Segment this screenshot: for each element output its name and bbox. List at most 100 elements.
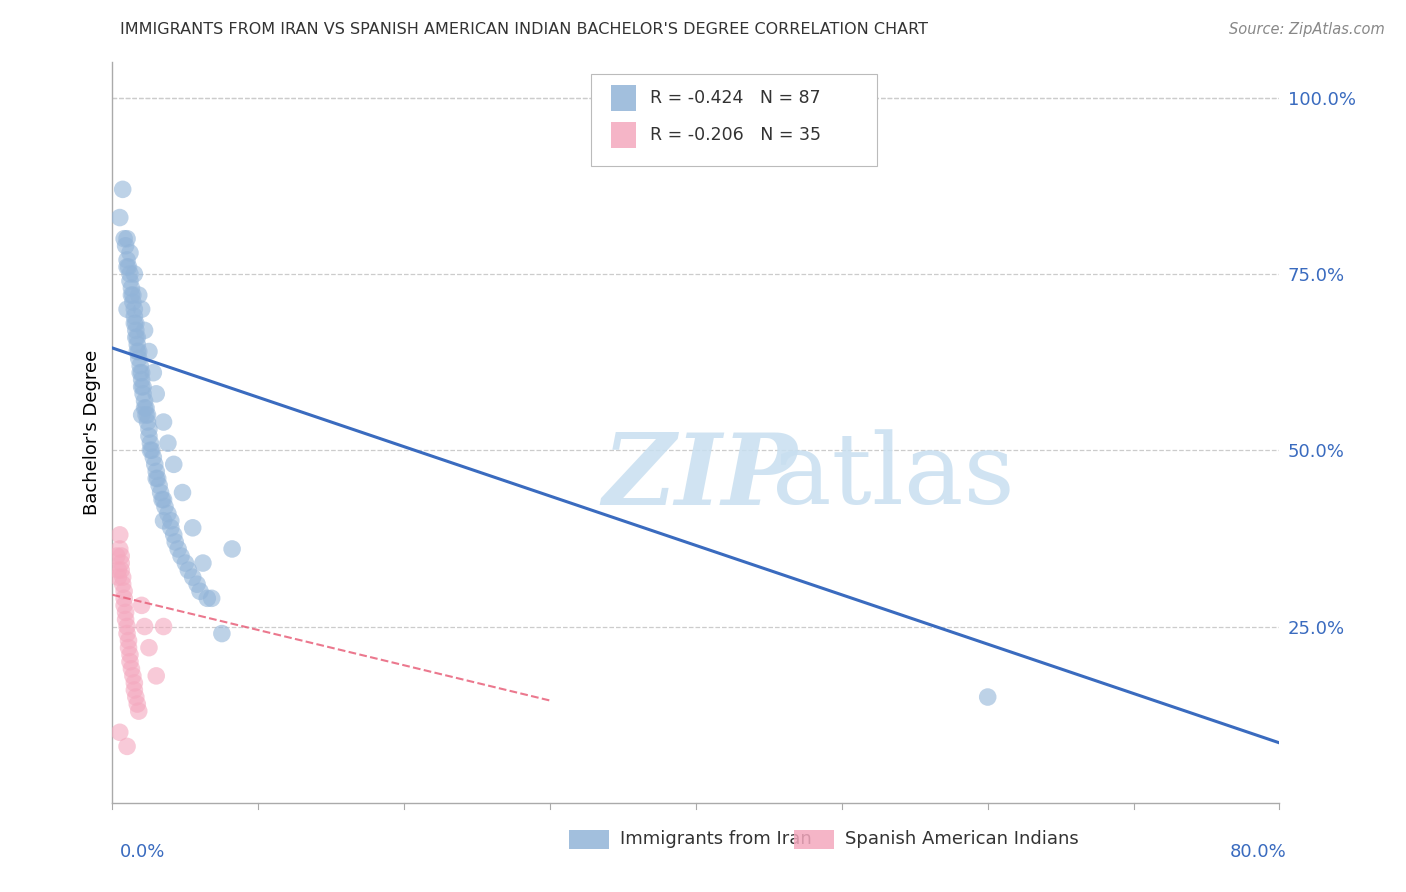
Point <box>110 563 132 577</box>
Text: atlas: atlas <box>772 429 1015 524</box>
Text: 0.0%: 0.0% <box>120 843 165 861</box>
Point <box>135 408 157 422</box>
Point <box>136 408 159 422</box>
Point <box>128 351 150 366</box>
Text: R = -0.206   N = 35: R = -0.206 N = 35 <box>651 126 821 144</box>
Point <box>124 310 146 324</box>
Point <box>115 232 138 246</box>
Point <box>143 458 166 472</box>
Point <box>131 408 153 422</box>
Point <box>134 393 156 408</box>
Point <box>124 267 146 281</box>
Point <box>138 422 160 436</box>
Point <box>132 387 155 401</box>
Point <box>108 725 131 739</box>
Point <box>201 591 224 606</box>
FancyBboxPatch shape <box>610 121 637 147</box>
Point <box>127 697 149 711</box>
Point <box>115 626 138 640</box>
Point <box>124 683 146 698</box>
Point <box>115 739 138 754</box>
Text: R = -0.424   N = 87: R = -0.424 N = 87 <box>651 88 821 107</box>
Point <box>135 401 157 415</box>
Point <box>115 302 138 317</box>
Point <box>112 591 135 606</box>
Point <box>142 450 165 465</box>
Point <box>152 619 174 633</box>
Point <box>211 626 233 640</box>
Point <box>149 485 172 500</box>
Point <box>127 330 149 344</box>
Point <box>127 344 149 359</box>
Point <box>146 471 169 485</box>
Text: IMMIGRANTS FROM IRAN VS SPANISH AMERICAN INDIAN BACHELOR'S DEGREE CORRELATION CH: IMMIGRANTS FROM IRAN VS SPANISH AMERICAN… <box>120 22 928 37</box>
Point <box>145 471 167 485</box>
Y-axis label: Bachelor's Degree: Bachelor's Degree <box>83 350 101 516</box>
Point <box>152 492 174 507</box>
Point <box>976 690 998 704</box>
Point <box>145 387 167 401</box>
Point <box>115 619 138 633</box>
Point <box>145 669 167 683</box>
Point <box>114 606 136 620</box>
Point <box>122 288 145 302</box>
Point <box>117 633 139 648</box>
Point <box>118 267 141 281</box>
Point <box>124 676 146 690</box>
Point <box>120 662 142 676</box>
Point <box>145 464 167 478</box>
Point <box>138 344 160 359</box>
Point <box>122 669 145 683</box>
Point <box>118 655 141 669</box>
Point <box>128 288 150 302</box>
Point <box>148 478 170 492</box>
Point <box>156 507 179 521</box>
Point <box>131 302 153 317</box>
Point <box>160 521 183 535</box>
Point <box>160 514 183 528</box>
FancyBboxPatch shape <box>610 85 637 111</box>
Point <box>125 330 148 344</box>
Point <box>118 245 141 260</box>
Point <box>134 401 156 415</box>
Text: Source: ZipAtlas.com: Source: ZipAtlas.com <box>1229 22 1385 37</box>
Point <box>107 563 129 577</box>
Point <box>114 612 136 626</box>
Point <box>152 415 174 429</box>
Point <box>129 359 152 373</box>
Point <box>221 541 243 556</box>
Point <box>128 344 150 359</box>
Point <box>139 443 162 458</box>
Point <box>117 260 139 274</box>
Point <box>181 570 204 584</box>
Point <box>128 704 150 718</box>
Point <box>131 380 153 394</box>
Point <box>153 500 176 514</box>
Point <box>125 323 148 337</box>
Point <box>115 260 138 274</box>
Point <box>156 436 179 450</box>
Point <box>132 380 155 394</box>
Point <box>124 316 146 330</box>
Point <box>125 690 148 704</box>
Point <box>115 252 138 267</box>
Point <box>124 302 146 317</box>
Point <box>139 436 162 450</box>
Point <box>150 492 173 507</box>
Point <box>110 556 132 570</box>
Point <box>108 211 131 225</box>
Point <box>181 521 204 535</box>
Point <box>108 541 131 556</box>
Point <box>136 415 159 429</box>
Point <box>131 599 153 613</box>
Point <box>142 366 165 380</box>
Text: ZIP: ZIP <box>603 429 797 525</box>
Point <box>188 584 211 599</box>
Text: 80.0%: 80.0% <box>1230 843 1286 861</box>
Point <box>172 485 194 500</box>
FancyBboxPatch shape <box>591 73 877 166</box>
Point <box>117 640 139 655</box>
Point <box>107 570 129 584</box>
Text: Spanish American Indians: Spanish American Indians <box>845 830 1078 848</box>
Point <box>110 549 132 563</box>
